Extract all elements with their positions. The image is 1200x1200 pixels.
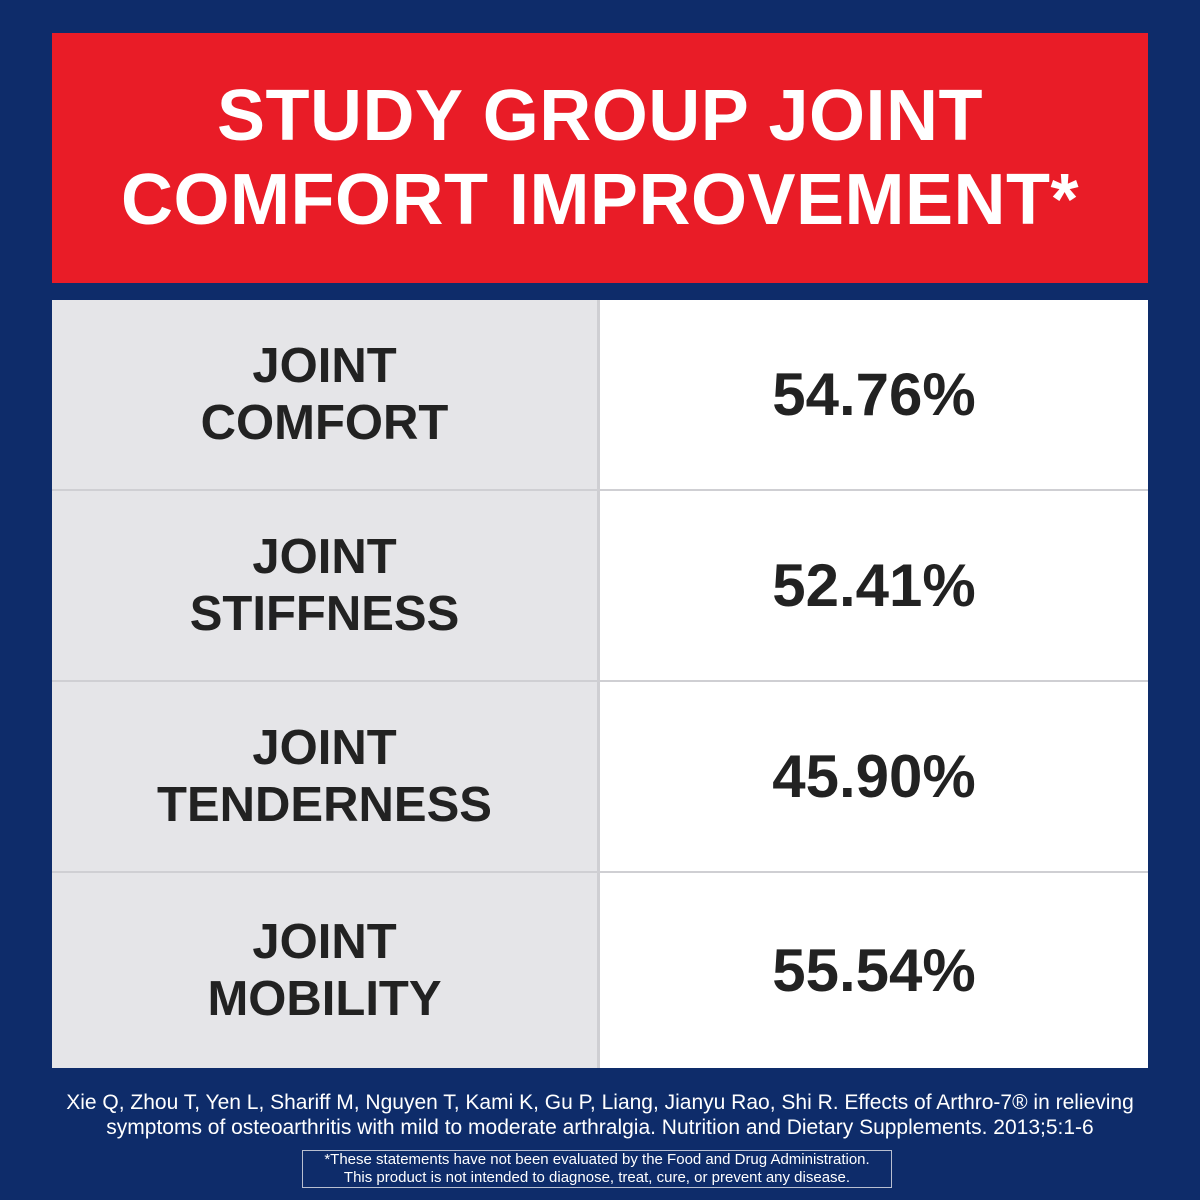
- row-label: JOINT TENDERNESS: [52, 682, 600, 871]
- table-row: JOINT COMFORT 54.76%: [52, 300, 1148, 491]
- panel: STUDY GROUP JOINT COMFORT IMPROVEMENT* J…: [52, 33, 1148, 1068]
- row-value: 55.54%: [772, 937, 976, 1004]
- table-row: JOINT STIFFNESS 52.41%: [52, 491, 1148, 682]
- title: STUDY GROUP JOINT COMFORT IMPROVEMENT*: [121, 76, 1079, 240]
- disclaimer-line: *These statements have not been evaluate…: [324, 1151, 870, 1168]
- row-label: JOINT MOBILITY: [52, 873, 600, 1068]
- table-row: JOINT TENDERNESS 45.90%: [52, 682, 1148, 873]
- table-row: JOINT MOBILITY 55.54%: [52, 873, 1148, 1068]
- row-value: 52.41%: [772, 552, 976, 619]
- table: JOINT COMFORT 54.76% JOINT STIFFNESS 52.41%…: [52, 300, 1148, 1068]
- row-label: JOINT COMFORT: [52, 300, 600, 489]
- disclaimer-line: This product is not intended to diagnose…: [343, 1169, 851, 1186]
- row-value: 54.76%: [772, 361, 976, 428]
- disclaimer: *These statements have not been evaluate…: [302, 1150, 892, 1188]
- row-value: 45.90%: [772, 743, 976, 810]
- row-label: JOINT STIFFNESS: [52, 491, 600, 680]
- stripe: [52, 283, 1148, 300]
- citation: Xie Q, Zhou T, Yen L, Shariff M, Nguyen …: [66, 1091, 1134, 1139]
- header: STUDY GROUP JOINT COMFORT IMPROVEMENT*: [52, 33, 1148, 283]
